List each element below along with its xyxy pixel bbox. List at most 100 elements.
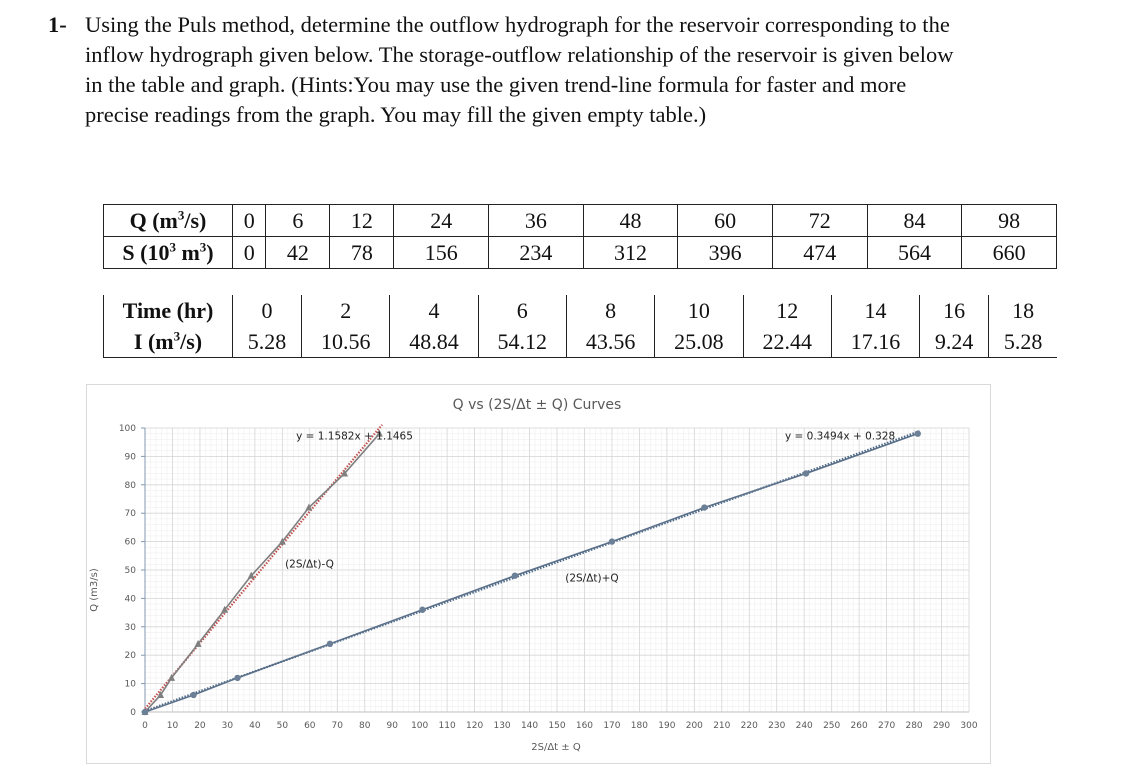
q-value-cell: 84 bbox=[866, 204, 963, 237]
problem-statement: 1- Using the Puls method, determine the … bbox=[48, 10, 1013, 130]
x-tick-label: 10 bbox=[167, 721, 179, 731]
s-header: S (103 m3) bbox=[103, 236, 233, 269]
circle-marker bbox=[326, 640, 334, 648]
inflow-value-cell: 5.28 bbox=[988, 326, 1057, 358]
y-tick-label: 100 bbox=[119, 424, 136, 434]
storage-value-cell: 234 bbox=[488, 236, 584, 269]
storage-value-cell: 564 bbox=[866, 236, 963, 269]
q-value-cell: 60 bbox=[677, 204, 773, 237]
chart-annotation: y = 0.3494x + 0.328 bbox=[785, 431, 895, 443]
time-value-cell: 2 bbox=[301, 295, 390, 326]
circle-marker bbox=[914, 430, 921, 437]
y-tick-label: 30 bbox=[125, 623, 137, 633]
x-tick-label: 180 bbox=[631, 721, 648, 731]
triangle-marker bbox=[247, 571, 255, 579]
x-tick-label: 40 bbox=[249, 721, 261, 731]
time-value-cell: 12 bbox=[742, 295, 832, 326]
problem-line-3: in the table and graph. (Hints:You may u… bbox=[85, 72, 907, 97]
y-tick-label: 60 bbox=[125, 538, 137, 548]
data-line bbox=[144, 433, 380, 713]
data-line bbox=[144, 432, 918, 713]
inflow-value-cell: 10.56 bbox=[301, 326, 390, 358]
inflow-row: I (m3/s) 5.28 10.56 48.84 54.12 43.56 25.08 22… bbox=[103, 326, 1057, 358]
triangle-marker bbox=[157, 690, 165, 698]
q-value-cell: 6 bbox=[265, 204, 331, 237]
x-tick-label: 190 bbox=[658, 721, 675, 731]
inflow-value-cell: 5.28 bbox=[231, 326, 302, 358]
triangle-marker bbox=[305, 503, 313, 511]
triangle-marker bbox=[278, 537, 286, 545]
circle-marker bbox=[701, 504, 708, 511]
time-value-cell: 10 bbox=[654, 295, 744, 326]
x-tick-label: 130 bbox=[493, 721, 510, 731]
inflow-value-cell: 43.56 bbox=[565, 326, 655, 358]
time-header: Time (hr) bbox=[103, 295, 233, 326]
problem-number: 1- bbox=[48, 12, 67, 37]
time-value-cell: 16 bbox=[919, 295, 989, 326]
y-tick-label: 50 bbox=[125, 566, 137, 576]
x-tick-label: 50 bbox=[277, 721, 289, 731]
x-tick-label: 200 bbox=[686, 721, 703, 731]
x-tick-label: 70 bbox=[332, 721, 344, 731]
problem-line-4: precise readings from the graph. You may… bbox=[85, 102, 707, 127]
inflow-value-cell: 22.44 bbox=[742, 326, 832, 358]
storage-value-cell: 312 bbox=[582, 236, 679, 269]
inflow-hydrograph-table: Time (hr) 0 2 4 6 8 10 12 14 16 18 I (m3/s) 5.28 1… bbox=[103, 295, 1057, 358]
triangle-marker bbox=[375, 429, 383, 437]
storage-value-cell: 156 bbox=[393, 236, 490, 269]
y-tick-label: 20 bbox=[125, 651, 137, 661]
triangle-marker bbox=[341, 469, 349, 477]
x-tick-label: 210 bbox=[713, 721, 730, 731]
circle-marker bbox=[419, 606, 426, 613]
x-tick-label: 260 bbox=[851, 721, 868, 731]
inflow-value-cell: 48.84 bbox=[389, 326, 479, 358]
storage-value-cell: 78 bbox=[329, 236, 395, 269]
time-value-cell: 0 bbox=[231, 295, 302, 326]
x-tick-label: 140 bbox=[521, 721, 538, 731]
problem-line-1: Using the Puls method, determine the out… bbox=[85, 12, 950, 37]
time-value-cell: 6 bbox=[477, 295, 567, 326]
x-tick-label: 60 bbox=[304, 721, 316, 731]
problem-line-2: inflow hydrograph given below. The stora… bbox=[85, 42, 954, 67]
circle-marker bbox=[802, 470, 810, 477]
annotations: y = 1.1582x + 1.1465 (2S/Δt)-Q y = 0.3494x… bbox=[285, 431, 895, 585]
axes: 0 10 20 30 40 50 60 70 80 90 100 0 10 20 30 40 50 60 70 80 9… bbox=[119, 424, 978, 731]
x-tick-label: 170 bbox=[603, 721, 620, 731]
x-tick-label: 20 bbox=[194, 721, 206, 731]
inflow-value-cell: 54.12 bbox=[477, 326, 567, 358]
x-tick-label: 110 bbox=[439, 721, 456, 731]
x-tick-label: 30 bbox=[222, 721, 234, 731]
series-2s-dt-minus-q bbox=[141, 424, 383, 715]
time-row: Time (hr) 0 2 4 6 8 10 12 14 16 18 bbox=[103, 295, 1057, 326]
triangle-marker bbox=[194, 639, 202, 647]
chart-annotation: y = 1.1582x + 1.1465 bbox=[296, 431, 413, 443]
x-tick-label: 90 bbox=[386, 721, 398, 731]
y-tick-label: 80 bbox=[125, 481, 137, 491]
storage-value-cell: 396 bbox=[677, 236, 773, 269]
x-tick-label: 0 bbox=[142, 721, 148, 731]
storage-value-cell: 0 bbox=[231, 236, 267, 269]
s-row: S (103 m3) 0 42 78 156 234 312 396 474 564 660 bbox=[103, 236, 1057, 269]
storage-value-cell: 474 bbox=[771, 236, 868, 269]
circle-marker bbox=[608, 538, 616, 545]
series bbox=[141, 424, 921, 716]
y-axis-label: Q (m3/s) bbox=[89, 568, 100, 612]
x-tick-label: 160 bbox=[576, 721, 593, 731]
series-2s-dt-plus-q bbox=[141, 429, 921, 716]
time-value-cell: 4 bbox=[389, 295, 479, 326]
x-tick-label: 150 bbox=[548, 721, 565, 731]
chart-title: Q vs (2S/Δt ± Q) Curves bbox=[453, 397, 622, 413]
y-tick-label: 40 bbox=[125, 594, 137, 604]
triangle-marker bbox=[168, 673, 176, 681]
q-header: Q (m3/s) bbox=[103, 204, 233, 237]
x-tick-label: 120 bbox=[466, 721, 483, 731]
y-tick-label: 90 bbox=[125, 452, 137, 462]
q-value-cell: 98 bbox=[961, 204, 1057, 237]
x-tick-label: 280 bbox=[905, 721, 922, 731]
storage-outflow-table: Q (m3/s) 0 6 12 24 36 48 60 72 84 98 S (103 m3) 0… bbox=[103, 204, 1057, 269]
x-tick-label: 230 bbox=[768, 721, 785, 731]
x-axis-label: 2S/Δt ± Q bbox=[531, 742, 581, 753]
x-tick-label: 240 bbox=[796, 721, 813, 731]
x-tick-label: 100 bbox=[411, 721, 428, 731]
x-tick-label: 290 bbox=[933, 721, 950, 731]
